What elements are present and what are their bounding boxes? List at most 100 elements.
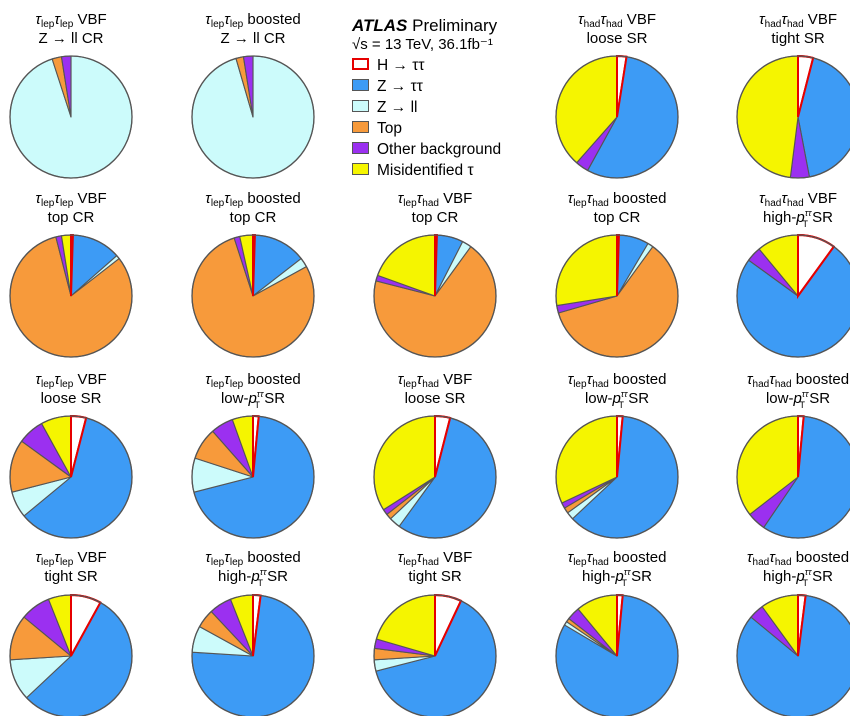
legend-label-zll: Z → ll [377, 99, 418, 116]
pie-outline [191, 55, 315, 179]
legend-label-other: Other background [377, 141, 502, 158]
pie-outline [373, 234, 497, 358]
legend-entries: H → ττ Z → ττ Z → ll Top Other background Mis… [352, 55, 562, 181]
legend-entry-zll: Z → ll [352, 97, 562, 118]
pie-outline [736, 594, 850, 716]
legend: ATLAS Preliminary √s = 13 TeV, 36.1fb⁻¹ … [352, 16, 562, 181]
pie-title-line2: loose SR [405, 390, 466, 407]
pie-title-line1: τlep​τlep​ boosted [205, 11, 301, 30]
pie-title-line1: τlep​τhad​ boosted [568, 549, 667, 568]
pie-outline [373, 594, 497, 716]
pie-outline [555, 55, 679, 179]
pie-title-line1: τhad​τhad​ VBF [759, 190, 837, 209]
pie-title-line2: top CR [48, 209, 95, 226]
pie-title-line1: τlep​τlep​ VBF [35, 11, 106, 30]
pie-title-line2: Z → ll CR [39, 30, 104, 47]
pie-title-line2: top CR [412, 209, 459, 226]
pie-title-line1: τlep​τlep​ VBF [35, 190, 106, 209]
pie-title-line1: τlep​τhad​ VBF [398, 371, 473, 390]
pie-title-line1: τlep​τhad​ boosted [568, 190, 667, 209]
pie-title-line1: τlep​τhad​ VBF [398, 190, 473, 209]
legend-swatch-top [352, 121, 369, 133]
pie-title-line2: top CR [230, 209, 277, 226]
legend-swatch-fake [352, 163, 369, 175]
legend-label-htt: H → ττ [377, 57, 425, 74]
pie-outline [191, 594, 315, 716]
pie-title-line1: τlep​τlep​ boosted [205, 371, 301, 390]
legend-entry-ztt: Z → ττ [352, 76, 562, 97]
pie-title-line1: τlep​τlep​ VBF [35, 549, 106, 568]
pie-outline [191, 234, 315, 358]
legend-entry-htt: H → ττ [352, 55, 562, 76]
pie-title-line2: tight SR [44, 568, 98, 585]
pie-title-line1: τlep​τlep​ VBF [35, 371, 106, 390]
pie-title-line1: τhad​τhad​ boosted [747, 549, 849, 568]
pie-outline [9, 594, 133, 716]
pie-title-line1: τlep​τhad​ boosted [568, 371, 667, 390]
pie-outline [9, 415, 133, 539]
pie-title-line2: tight SR [771, 30, 825, 47]
pie-outline [555, 415, 679, 539]
pie-title-line1: τlep​τlep​ boosted [205, 190, 301, 209]
pie-title-line1: τhad​τhad​ boosted [747, 371, 849, 390]
pie-title-line1: τhad​τhad​ VBF [759, 11, 837, 30]
pie-title-line2: tight SR [408, 568, 462, 585]
experiment-label: ATLAS Preliminary [352, 16, 562, 35]
legend-entry-top: Top [352, 118, 562, 139]
legend-entry-fake: Misidentified τ [352, 160, 562, 181]
pie-outline [736, 234, 850, 358]
pie-title-line1: τhad​τhad​ VBF [578, 11, 656, 30]
legend-label-ztt: Z → ττ [377, 78, 423, 95]
pie-title-line1: τlep​τhad​ VBF [398, 549, 473, 568]
energy-luminosity-label: √s = 13 TeV, 36.1fb⁻¹ [352, 36, 493, 53]
pie-title-line2: loose SR [41, 390, 102, 407]
legend-label-top: Top [377, 120, 402, 137]
legend-swatch-other [352, 142, 369, 154]
pie-title-line2: loose SR [587, 30, 648, 47]
pie-outline [191, 415, 315, 539]
legend-swatch-ztt [352, 79, 369, 91]
pie-slice-fake [736, 55, 799, 179]
experiment-name: ATLAS [352, 16, 408, 35]
legend-label-fake: Misidentified τ [377, 162, 474, 179]
pie-title-line1: τlep​τlep​ boosted [205, 549, 301, 568]
pie-slice-fake [555, 234, 618, 307]
pie-title-line2: Z → ll CR [221, 30, 286, 47]
pie-outline [9, 55, 133, 179]
experiment-status: Preliminary [412, 16, 498, 35]
legend-swatch-htt [352, 58, 369, 70]
pie-outline [736, 55, 850, 179]
pie-outline [736, 415, 850, 539]
pie-title-line2: top CR [594, 209, 641, 226]
pie-outline [555, 234, 679, 358]
pie-outline [9, 234, 133, 358]
